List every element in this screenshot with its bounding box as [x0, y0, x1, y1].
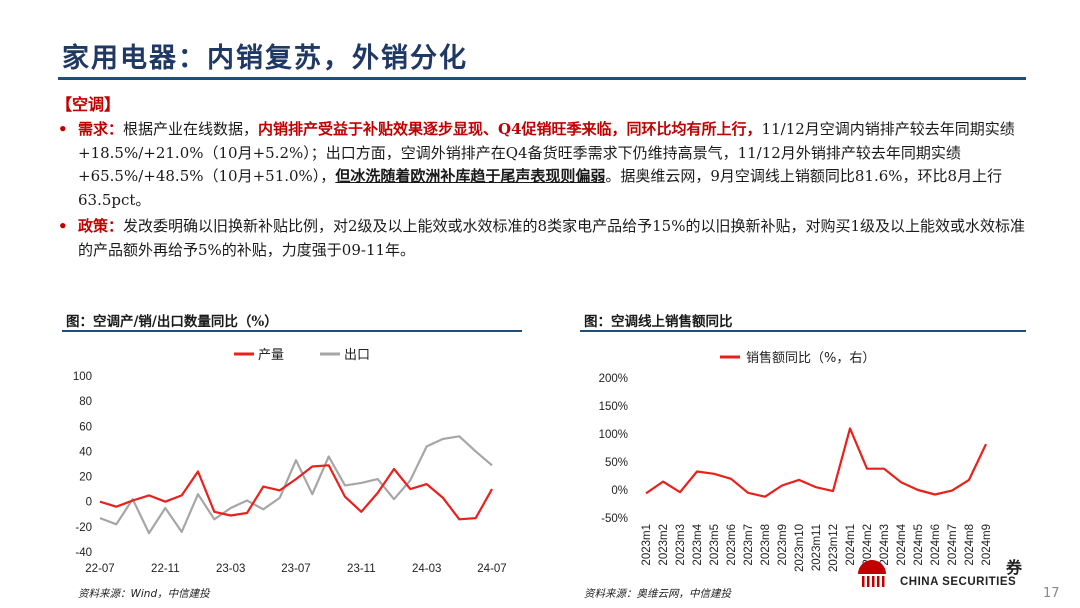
page-title: 家用电器：内销复苏，外销分化 — [62, 43, 468, 74]
y-tick-label: 0 — [86, 497, 92, 509]
x-tick-label: 2023m8 — [760, 524, 772, 566]
y-tick-label: 150% — [599, 401, 628, 413]
y-tick-label: 20 — [79, 472, 92, 484]
demand-paragraph: • 需求：根据产业在线数据，内销排产受益于补贴效果逐步显现、Q4促销旺季来临，同… — [56, 118, 1026, 212]
x-tick-label: 23-07 — [281, 563, 310, 575]
policy-label: 政策： — [78, 217, 124, 235]
right-chart-title: 图：空调线上销售额同比 — [584, 314, 733, 330]
y-tick-label: 0% — [611, 485, 628, 497]
x-tick-label: 2023m3 — [675, 524, 687, 566]
demand-text-1: 根据产业在线数据， — [123, 120, 259, 138]
y-tick-label: -40 — [75, 547, 92, 559]
legend-label: 出口 — [344, 348, 370, 363]
series-line-online-sales — [645, 427, 987, 498]
demand-underline: 但冰洗随着欧洲补库趋于尾声表现则偏弱 — [335, 167, 606, 185]
right-chart-source: 资料来源：奥维云网，中信建投 — [584, 588, 731, 600]
y-tick-label: 40 — [79, 446, 92, 458]
x-tick-label: 2023m9 — [777, 524, 789, 566]
y-tick-label: -20 — [75, 522, 92, 534]
x-tick-label: 2024m4 — [896, 523, 908, 565]
x-tick-label: 2024m3 — [879, 524, 891, 566]
x-tick-label: 2024m7 — [947, 524, 959, 566]
left-chart-source: 资料来源：Wind，中信建投 — [78, 588, 210, 600]
left-chart: -40 -20 0 20 40 60 80 100 22-07 22-11 23-03 23-07 23… — [73, 348, 507, 575]
logo-mark-icon — [858, 560, 886, 587]
x-tick-label: 2024m2 — [862, 524, 874, 566]
x-tick-label: 2023m1 — [641, 524, 653, 566]
x-tick-label: 22-07 — [85, 563, 114, 575]
x-tick-label: 24-07 — [477, 563, 506, 575]
page-number: 17 — [1043, 586, 1060, 601]
x-tick-label: 2023m6 — [726, 524, 738, 566]
x-tick-label: 2023m2 — [658, 524, 670, 566]
y-tick-label: 100% — [599, 429, 628, 441]
section-tag: 【空调】 — [56, 95, 121, 114]
policy-paragraph: • 政策：发改委明确以旧换新补贴比例，对2级及以上能效或水效标准的8类家电产品给… — [56, 215, 1026, 262]
y-tick-label: 60 — [79, 421, 92, 433]
bullet-icon: • — [58, 217, 68, 235]
x-tick-label: 22-11 — [151, 563, 180, 575]
x-tick-label: 23-11 — [347, 563, 376, 575]
x-tick-label: 23-03 — [216, 563, 245, 575]
body-text: • 需求：根据产业在线数据，内销排产受益于补贴效果逐步显现、Q4促销旺季来临，同… — [56, 118, 1026, 262]
x-tick-label: 2023m11 — [811, 524, 823, 571]
right-chart: -50% 0% 50% 100% 150% 200% 2023m1 2023m2 2023m3 2… — [599, 350, 993, 572]
logo-text: CHINA SECURITIES — [900, 576, 1017, 588]
demand-text-3: 。据奥维云网，9月空调线上销额同比81.6%，环比8月上行63.5pct。 — [78, 167, 1003, 209]
y-tick-label: -50% — [601, 513, 628, 525]
x-tick-label: 2024m1 — [845, 524, 857, 566]
y-tick-label: 100 — [73, 371, 92, 383]
series-line-production — [99, 464, 493, 521]
y-tick-label: 80 — [79, 396, 92, 408]
x-tick-label: 2023m4 — [692, 523, 704, 565]
bullet-icon: • — [58, 120, 68, 138]
series-line-export — [99, 435, 493, 535]
x-tick-label: 2023m5 — [709, 524, 721, 566]
x-tick-label: 2023m10 — [794, 524, 806, 572]
demand-text-2: 11/12月空调内销排产较去年同期实绩+18.5%/+21.0%（10月+5.2… — [78, 120, 1015, 185]
left-chart-title: 图：空调产/销/出口数量同比（%） — [66, 314, 278, 330]
x-tick-label: 24-03 — [412, 563, 441, 575]
x-tick-label: 2024m9 — [981, 524, 993, 566]
china-securities-logo: CHINA SECURITIES 券 — [856, 556, 1032, 592]
right-chart-rule — [580, 330, 1026, 332]
x-tick-label: 2024m5 — [913, 524, 925, 566]
legend-label: 产量 — [258, 348, 284, 363]
x-tick-label: 2023m12 — [828, 524, 840, 572]
left-chart-rule — [62, 330, 522, 332]
x-tick-label: 2023m7 — [743, 524, 755, 566]
x-tick-label: 2024m8 — [964, 524, 976, 566]
demand-label: 需求： — [78, 120, 124, 138]
legend-label: 销售额同比（%，右） — [746, 350, 875, 366]
title-divider — [58, 77, 1026, 80]
y-tick-label: 200% — [599, 373, 628, 385]
y-tick-label: 50% — [605, 457, 628, 469]
x-tick-label: 2024m6 — [930, 524, 942, 566]
logo-cn-text: 券 — [1006, 558, 1023, 577]
demand-highlight: 内销排产受益于补贴效果逐步显现、Q4促销旺季来临，同环比均有所上行， — [258, 120, 762, 138]
policy-text: 发改委明确以旧换新补贴比例，对2级及以上能效或水效标准的8类家电产品给予15%的… — [78, 217, 1025, 259]
